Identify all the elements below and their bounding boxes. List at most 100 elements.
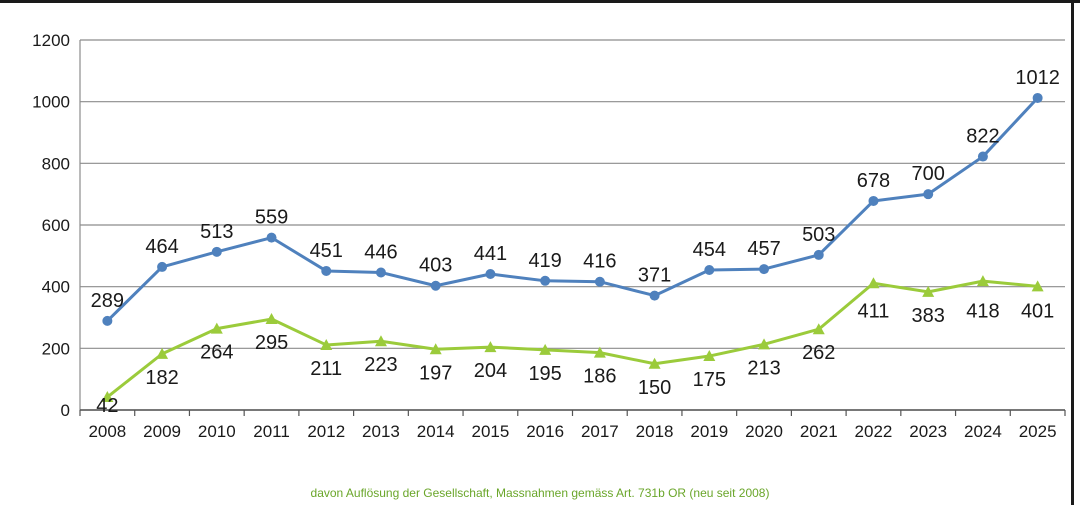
data-label: 416 <box>583 251 616 273</box>
right-border <box>1071 0 1074 505</box>
x-tick-label: 2021 <box>800 422 838 441</box>
y-tick-label: 1000 <box>32 93 70 112</box>
data-label: 197 <box>419 362 452 384</box>
data-point <box>320 338 333 350</box>
data-label: 441 <box>474 243 507 265</box>
x-tick-label: 2011 <box>253 422 290 441</box>
data-label: 403 <box>419 255 452 277</box>
series-line <box>106 96 1039 322</box>
data-point <box>704 265 715 276</box>
data-point <box>211 246 222 257</box>
data-point <box>812 323 825 335</box>
data-label: 195 <box>528 363 561 385</box>
data-point <box>758 338 771 350</box>
y-tick-label: 0 <box>61 401 70 420</box>
data-label: 262 <box>802 342 835 364</box>
data-point <box>157 261 168 272</box>
data-label: 513 <box>200 221 233 243</box>
data-label: 464 <box>145 236 178 258</box>
data-point <box>540 275 551 286</box>
x-tick-label: 2023 <box>909 422 947 441</box>
data-label: 419 <box>528 250 561 272</box>
data-label: 454 <box>693 239 726 261</box>
x-tick-label: 2008 <box>88 422 126 441</box>
x-tick-label: 2012 <box>307 422 345 441</box>
data-point <box>703 350 716 362</box>
x-tick-label: 2022 <box>855 422 893 441</box>
y-tick-label: 400 <box>42 278 70 297</box>
data-point <box>648 357 661 369</box>
data-point <box>977 151 988 162</box>
data-label: 822 <box>966 126 999 148</box>
data-point <box>429 343 442 355</box>
data-label: 678 <box>857 170 890 192</box>
data-label: 186 <box>583 366 616 388</box>
data-label: 418 <box>966 301 999 323</box>
data-label: 295 <box>255 332 288 354</box>
top-border <box>0 0 1080 3</box>
data-label: 451 <box>310 240 343 262</box>
y-tick-label: 600 <box>42 216 70 235</box>
data-point <box>430 280 441 291</box>
data-label: 457 <box>747 238 780 260</box>
line-chart: 0 200 400 600 800 1000 1200 2008 2009 2010 2011 201… <box>32 31 1066 441</box>
x-tick-label: 2009 <box>143 422 181 441</box>
x-tick-label: 2019 <box>690 422 728 441</box>
y-tick-label: 200 <box>42 339 70 358</box>
data-point <box>485 269 496 280</box>
x-tick-label: 2018 <box>636 422 674 441</box>
data-point <box>923 189 934 200</box>
data-point <box>594 276 605 287</box>
data-point <box>210 322 223 334</box>
data-label: 213 <box>747 357 780 379</box>
data-label: 446 <box>364 241 397 263</box>
data-label: 264 <box>200 342 233 364</box>
data-point <box>375 267 386 278</box>
data-point <box>265 313 278 325</box>
data-point <box>539 343 552 355</box>
data-point <box>922 285 935 297</box>
data-label: 175 <box>693 369 726 391</box>
x-tick-label: 2025 <box>1019 422 1057 441</box>
data-point <box>867 277 880 289</box>
data-point <box>374 335 387 347</box>
x-tick-label: 2016 <box>526 422 564 441</box>
data-point <box>101 391 114 403</box>
legend-caption: davon Auflösung der Gesellschaft, Massna… <box>310 486 770 500</box>
data-point <box>813 249 824 260</box>
data-label: 371 <box>638 265 671 287</box>
data-label: 150 <box>638 377 671 399</box>
data-point <box>156 347 169 359</box>
data-label: 401 <box>1021 301 1054 323</box>
data-label: 411 <box>858 301 890 323</box>
data-label: 503 <box>802 224 835 246</box>
data-label: 42 <box>96 395 118 417</box>
data-label: 559 <box>255 207 288 229</box>
x-tick-label: 2014 <box>417 422 455 441</box>
data-label: 204 <box>474 360 507 382</box>
data-point <box>266 232 277 243</box>
y-tick-label: 1200 <box>32 31 70 50</box>
data-point <box>593 346 606 358</box>
data-label: 223 <box>364 354 397 376</box>
x-tick-label: 2017 <box>581 422 619 441</box>
data-point <box>321 265 332 276</box>
x-tick-label: 2020 <box>745 422 783 441</box>
data-label: 700 <box>912 163 945 185</box>
data-point <box>1032 92 1043 103</box>
data-point <box>1031 280 1044 292</box>
x-tick-label: 2015 <box>472 422 510 441</box>
x-tick-label: 2013 <box>362 422 400 441</box>
data-point <box>868 195 879 206</box>
data-label: 211 <box>310 358 342 380</box>
data-label: 289 <box>91 290 124 312</box>
data-point <box>102 315 113 326</box>
x-tick-label: 2024 <box>964 422 1002 441</box>
y-tick-label: 800 <box>42 154 70 173</box>
series-line <box>106 279 1038 399</box>
data-label: 182 <box>145 367 178 389</box>
data-point <box>649 290 660 301</box>
data-label: 383 <box>912 305 945 327</box>
data-point <box>976 275 989 287</box>
data-point <box>759 264 770 275</box>
